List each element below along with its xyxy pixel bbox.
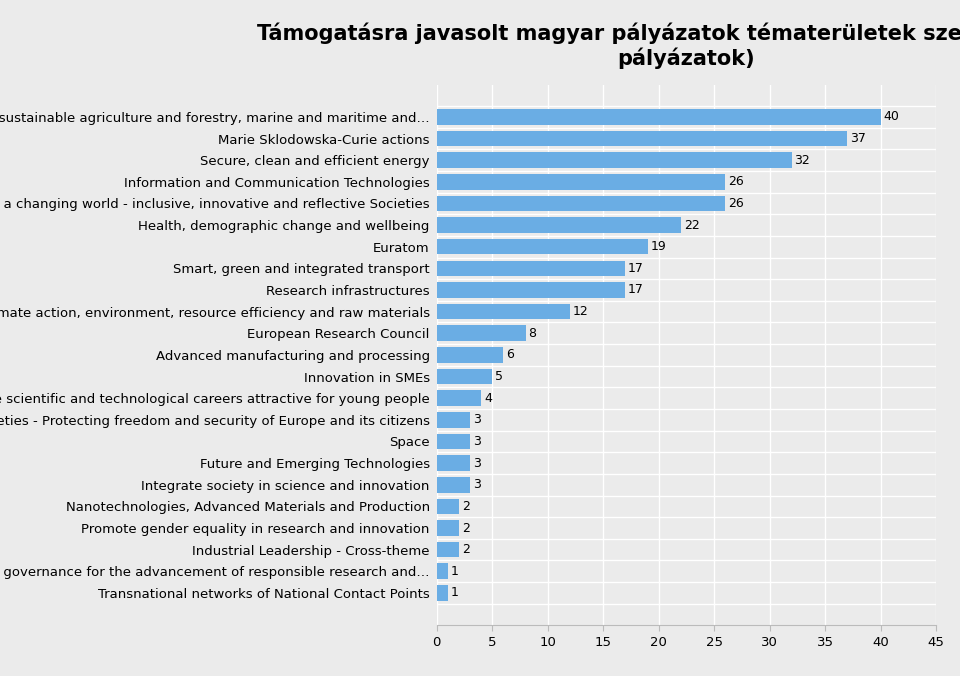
Text: 3: 3 [473,435,481,448]
Text: 3: 3 [473,478,481,491]
Bar [437,585,448,601]
Text: 37: 37 [850,132,866,145]
Text: 6: 6 [506,348,514,362]
Text: 1: 1 [450,564,459,578]
Bar [437,347,503,363]
Text: 12: 12 [573,305,588,318]
Bar [437,152,792,168]
Bar [437,368,492,385]
Text: 4: 4 [484,391,492,405]
Bar [437,521,459,536]
Bar [437,174,725,189]
Text: 17: 17 [628,283,644,297]
Text: 17: 17 [628,262,644,275]
Bar [437,109,880,124]
Text: 8: 8 [528,327,537,340]
Bar [437,564,448,579]
Text: 2: 2 [462,500,469,513]
Text: 1: 1 [450,586,459,600]
Text: 22: 22 [684,218,700,232]
Text: 5: 5 [495,370,503,383]
Bar [437,195,725,211]
Text: 40: 40 [883,110,900,124]
Text: 19: 19 [650,240,666,254]
Bar [437,130,848,146]
Bar [437,456,470,471]
Bar [437,260,625,276]
Text: 3: 3 [473,456,481,470]
Bar [437,542,459,558]
Bar [437,325,525,341]
Bar [437,434,470,450]
Bar [437,239,648,254]
Title: Támogatásra javasolt magyar pályázatok tématerületek szerint (mainlist
pályázato: Támogatásra javasolt magyar pályázatok t… [257,22,960,69]
Text: 2: 2 [462,543,469,556]
Bar [437,282,625,297]
Text: 26: 26 [728,197,744,210]
Text: 3: 3 [473,413,481,427]
Text: 32: 32 [795,153,810,167]
Bar [437,412,470,428]
Bar [437,304,570,320]
Bar [437,217,681,233]
Text: 2: 2 [462,521,469,535]
Text: 26: 26 [728,175,744,189]
Bar [437,477,470,493]
Bar [437,390,481,406]
Bar [437,499,459,514]
